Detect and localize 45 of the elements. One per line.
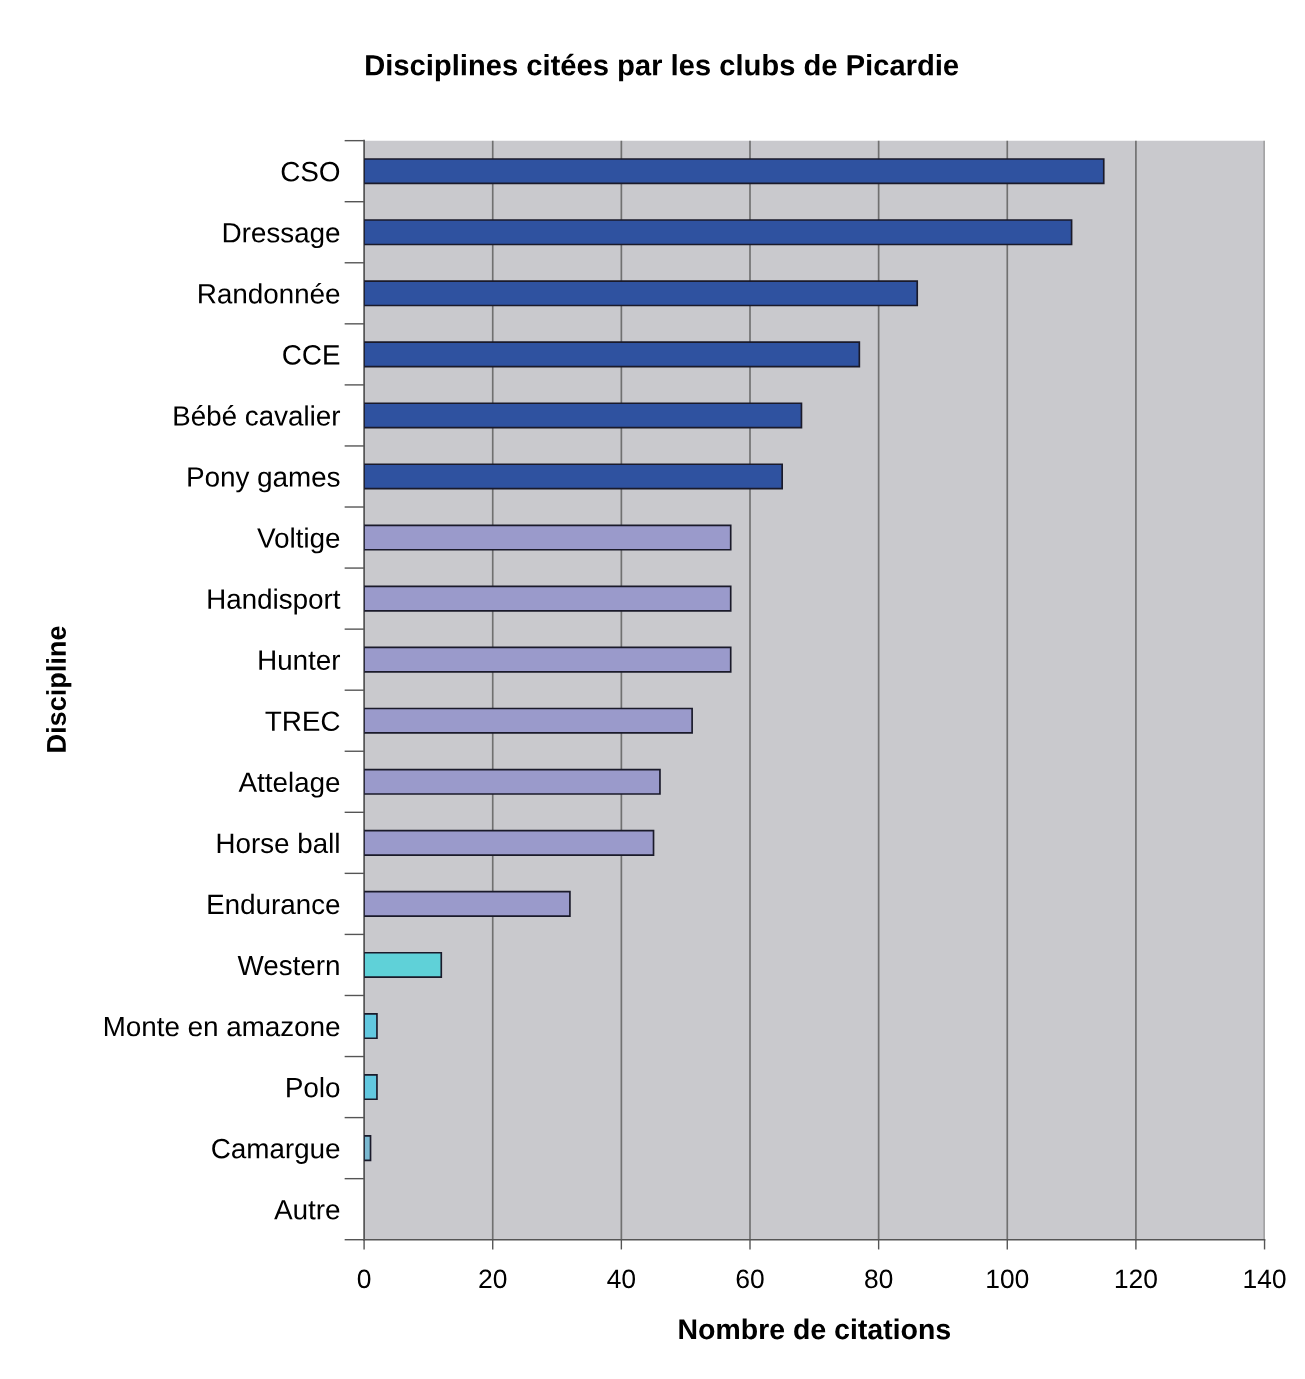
y-tick-label: Endurance (208, 893, 340, 915)
x-tick-label: 60 (736, 1269, 764, 1289)
bar (364, 341, 861, 368)
bar (364, 1012, 378, 1040)
y-tick-label: Horse ball (217, 832, 339, 854)
bar (364, 463, 783, 490)
x-tick-label: 80 (865, 1269, 893, 1289)
bar (364, 1074, 378, 1101)
x-tick-label: 120 (1115, 1269, 1157, 1289)
bar (364, 524, 732, 551)
y-tick-label: Autre (274, 1200, 340, 1220)
bar (364, 646, 732, 673)
y-tick-label: TREC (265, 711, 340, 732)
y-axis-title: Discipline (46, 626, 72, 752)
y-tick-label: Polo (287, 1077, 340, 1098)
bar (364, 768, 661, 795)
bar (364, 829, 655, 856)
bar (364, 951, 443, 979)
chart-title: Disciplines citées par les clubs de Picardie (366, 53, 959, 82)
y-tick-label: Bébé cavalier (174, 405, 341, 426)
x-tick-label: 40 (607, 1269, 636, 1289)
y-tick-label: Attelage (238, 771, 340, 798)
bar (364, 158, 1105, 185)
y-tick-label: Monte en amazone (104, 1016, 340, 1037)
bar (364, 219, 1073, 246)
y-tick-label: CSO (281, 161, 340, 182)
y-tick-label: Dressage (223, 223, 340, 249)
x-tick-label: 0 (357, 1269, 371, 1289)
y-tick-label: CCE (283, 345, 340, 365)
y-tick-label: Camargue (212, 1138, 340, 1164)
bar (364, 890, 571, 917)
bar (364, 707, 693, 734)
bar (364, 280, 919, 307)
bar (364, 585, 732, 612)
x-tick-label: 20 (479, 1269, 507, 1289)
y-tick-label: Randonnée (199, 282, 340, 304)
y-tick-label: Handisport (208, 588, 341, 615)
y-tick-label: Hunter (259, 650, 341, 670)
x-tick-label: 140 (1244, 1269, 1286, 1289)
y-tick-label: Western (237, 955, 339, 976)
y-tick-label: Pony games (188, 467, 340, 493)
bar (364, 402, 803, 429)
x-tick-label: 100 (987, 1269, 1029, 1289)
y-tick-label: Voltige (257, 527, 340, 554)
x-axis-title: Nombre de citations (679, 1318, 951, 1340)
